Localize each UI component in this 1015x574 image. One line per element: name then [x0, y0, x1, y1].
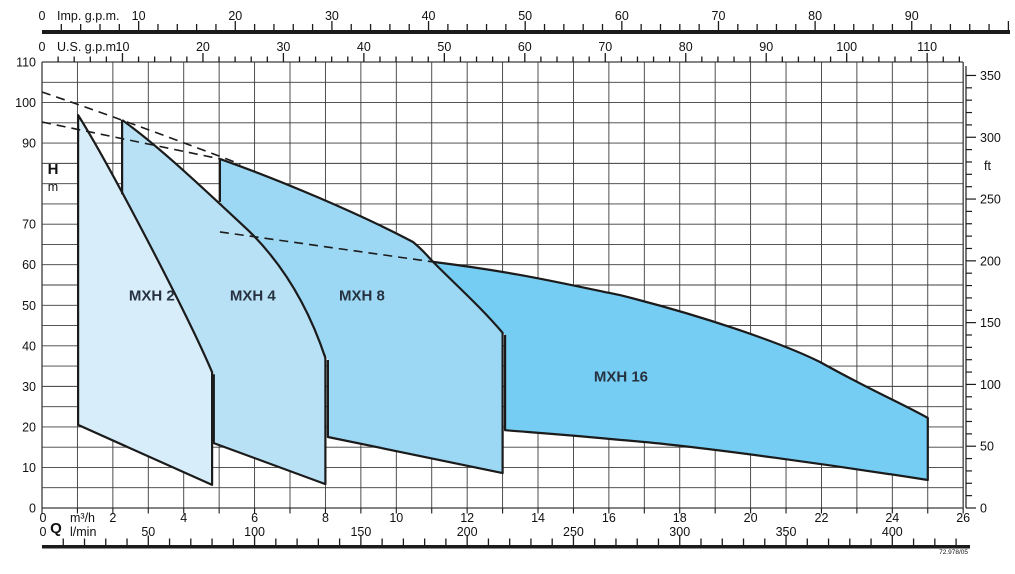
lmin-axis-tick-label: 250 — [563, 525, 584, 539]
imp-axis-bar — [42, 30, 1010, 34]
us-axis-tick-label: 100 — [836, 40, 857, 54]
region-fill-mxh2 — [78, 115, 213, 485]
region-label-mxh16: MXH 16 — [594, 369, 648, 386]
us-zero-label: 0 — [39, 40, 46, 54]
region-label-mxh2: MXH 2 — [129, 288, 175, 305]
ft-axis-tick-label: 0 — [980, 502, 987, 516]
ft-axis-tick-label: 300 — [980, 131, 1001, 145]
lmin-axis-tick-label: 350 — [776, 525, 797, 539]
q-m3h-tick-label: 18 — [673, 511, 687, 525]
imp-axis-title: Imp. g.p.m. — [57, 9, 120, 23]
q-axis-title: Q — [50, 520, 62, 537]
h-axis-tick-label: 0 — [29, 502, 36, 516]
ft-axis-tick-label: 100 — [980, 378, 1001, 392]
us-axis-tick-label: 90 — [759, 40, 773, 54]
lmin-axis-tick-label: 100 — [244, 525, 265, 539]
q-m3h-zero-label: 0 — [40, 511, 47, 525]
h-axis-tick-label: 100 — [15, 96, 36, 110]
imp-axis-tick-label: 30 — [325, 9, 339, 23]
q-m3h-unit: m³/h — [70, 511, 95, 525]
q-m3h-tick-label: 22 — [815, 511, 829, 525]
region-outline-mxh2 — [77, 114, 214, 486]
imp-axis-tick-label: 40 — [422, 9, 436, 23]
h-axis-title: H — [48, 161, 59, 178]
h-axis-tick-label: 50 — [22, 299, 36, 313]
region-outline-mxh8 — [219, 157, 504, 475]
imp-axis-tick-label: 50 — [518, 9, 532, 23]
us-axis-tick-label: 110 — [917, 40, 937, 54]
ft-axis-tick-label: 250 — [980, 193, 1001, 207]
region-fill-mxh4 — [122, 120, 326, 485]
q-m3h-tick-label: 16 — [602, 511, 616, 525]
lmin-axis-tick-label: 50 — [141, 525, 155, 539]
imp-axis-tick-label: 80 — [808, 9, 822, 23]
imp-axis-tick-label: 20 — [228, 9, 242, 23]
us-axis-tick-label: 50 — [437, 40, 451, 54]
q-m3h-tick-label: 2 — [109, 511, 116, 525]
us-axis-tick-label: 80 — [679, 40, 693, 54]
q-m3h-tick-label: 14 — [531, 511, 545, 525]
region-fill-mxh16 — [433, 261, 928, 480]
us-axis-tick-label: 60 — [518, 40, 532, 54]
h-axis-tick-label: 10 — [22, 461, 36, 475]
lmin-axis-tick-label: 200 — [457, 525, 478, 539]
region-outline-mxh4 — [121, 119, 327, 486]
region-label-mxh8: MXH 8 — [339, 288, 385, 305]
q-m3h-tick-label: 26 — [956, 511, 970, 525]
axes-ticks-layer — [41, 21, 1010, 549]
ft-axis-tick-label: 150 — [980, 316, 1001, 330]
h-axis-unit: m — [48, 180, 58, 194]
h-axis-tick-label: 90 — [22, 137, 36, 151]
h-axis-tick-label: 60 — [22, 258, 36, 272]
region-outline-mxh16 — [432, 260, 929, 482]
region-fill-mxh8 — [219, 158, 503, 474]
q-m3h-tick-label: 6 — [251, 511, 258, 525]
imp-axis-tick-label: 90 — [905, 9, 919, 23]
region-labels: MXH 16 MXH 8 MXH 4 MXH 2 — [129, 288, 648, 386]
h-axis-tick-label: 110 — [16, 56, 36, 70]
imp-zero-label: 0 — [39, 9, 46, 23]
us-axis-tick-label: 10 — [116, 40, 130, 54]
dashed-limit-line — [41, 91, 241, 165]
lmin-axis-tick-label: 150 — [350, 525, 371, 539]
q-m3h-tick-label: 8 — [322, 511, 329, 525]
lmin-axis-tick-label: 300 — [669, 525, 690, 539]
us-axis-tick-label: 40 — [357, 40, 371, 54]
drawing-code: 72.978/05 — [939, 549, 968, 556]
ft-axis-tick-label: 200 — [980, 254, 1001, 268]
lmin-axis-bar — [42, 545, 970, 549]
us-axis-title: U.S. g.p.m. — [57, 40, 120, 54]
region-outlines — [77, 114, 929, 486]
imp-axis-tick-label: 70 — [712, 9, 726, 23]
h-axis-tick-label: 30 — [22, 380, 36, 394]
us-axis-tick-label: 70 — [598, 40, 612, 54]
h-axis-tick-label: 70 — [22, 218, 36, 232]
us-axis-tick-label: 20 — [196, 40, 210, 54]
q-m3h-tick-label: 4 — [180, 511, 187, 525]
q-m3h-tick-label: 20 — [744, 511, 758, 525]
imp-axis-tick-label: 60 — [615, 9, 629, 23]
ft-axis-tick-label: 50 — [980, 440, 994, 454]
region-label-mxh4: MXH 4 — [230, 288, 277, 305]
h-axis-tick-label: 40 — [22, 339, 36, 353]
q-m3h-tick-label: 10 — [389, 511, 403, 525]
lmin-zero-label: 0 — [40, 525, 47, 539]
lmin-unit: l/min — [70, 525, 96, 539]
ft-axis-unit: ft — [984, 159, 991, 173]
ft-axis-tick-label: 350 — [980, 69, 1001, 83]
h-axis-tick-label: 20 — [22, 420, 36, 434]
dashed-limit-line — [41, 121, 221, 160]
pump-range-regions — [78, 115, 928, 485]
lmin-axis-tick-label: 400 — [882, 525, 903, 539]
imp-axis-tick-label: 10 — [132, 9, 146, 23]
q-m3h-tick-label: 12 — [460, 511, 474, 525]
us-axis-tick-label: 30 — [276, 40, 290, 54]
axis-titles: 0 Imp. g.p.m. 0 U.S. g.p.m. H m ft 0 Q m… — [39, 9, 992, 556]
q-m3h-tick-label: 24 — [885, 511, 899, 525]
